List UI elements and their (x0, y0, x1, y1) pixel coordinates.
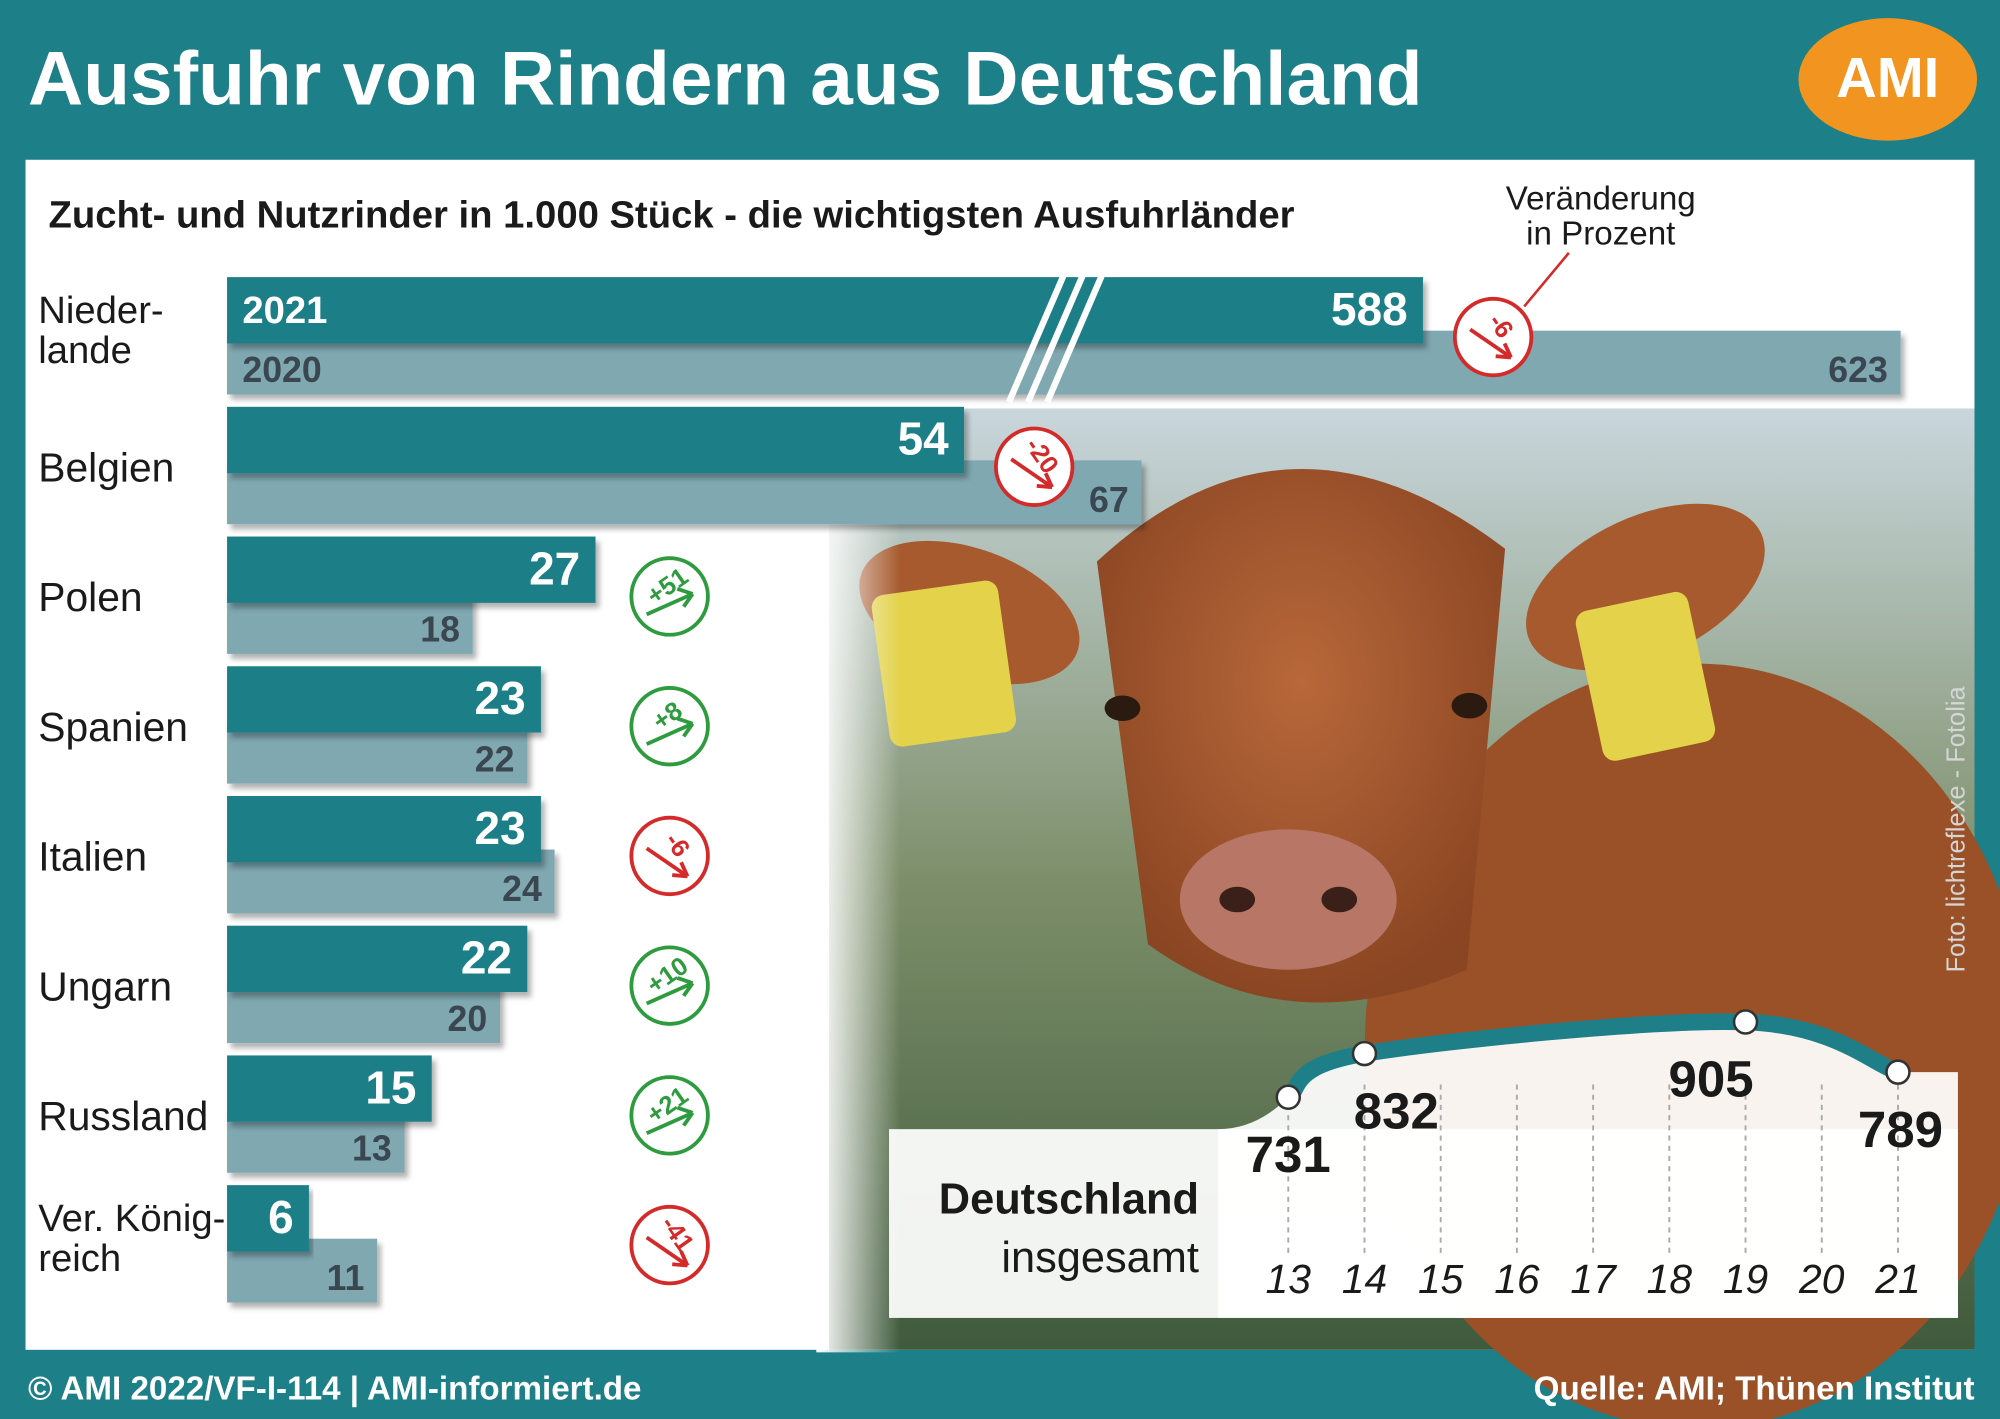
value-label: 54 (898, 413, 950, 465)
x-tick-label: 13 (1266, 1256, 1312, 1302)
bar (227, 1055, 432, 1122)
category-label: Russland (38, 1093, 208, 1139)
callout-line (1523, 252, 1570, 308)
change-badge: -20 (994, 426, 1075, 507)
change-arrow (1010, 457, 1054, 490)
change-circle (629, 945, 710, 1026)
value-label: 731 (1246, 1126, 1331, 1183)
point (1351, 1040, 1378, 1067)
x-tick-label: 17 (1570, 1256, 1617, 1302)
change-badge: +51 (629, 556, 710, 637)
footer-right: Quelle: AMI; Thünen Institut (1534, 1370, 1975, 1407)
value-label: 6 (268, 1191, 294, 1243)
bar (227, 925, 528, 993)
point (1885, 1059, 1911, 1085)
value-label: 18 (420, 610, 460, 650)
value-label: 67 (1089, 480, 1129, 520)
bar (227, 795, 541, 863)
bar (227, 536, 596, 603)
change-arrow (645, 846, 690, 879)
photo-credit: Foto: lichtreflexe - Fotolia (1943, 685, 1971, 972)
value-label: 11 (327, 1258, 365, 1298)
x-tick-label: 20 (1798, 1256, 1845, 1302)
line (1279, 1013, 1907, 1106)
bar (227, 1185, 309, 1252)
point (1275, 1084, 1302, 1111)
x-tick-label: 18 (1647, 1256, 1693, 1302)
x-tick-label: 21 (1874, 1256, 1920, 1302)
change-badge: -6 (629, 815, 710, 897)
value-label: 24 (502, 869, 542, 909)
series-label: 2020 (242, 350, 321, 390)
change-badge: -6 (1452, 296, 1534, 378)
value-label: 623 (1828, 350, 1888, 390)
category-label: Spanien (38, 704, 188, 750)
change-circle (629, 1075, 710, 1156)
value-label: 588 (1331, 283, 1408, 335)
change-arrow (645, 1235, 690, 1268)
bar (227, 406, 965, 474)
change-arrow (1469, 327, 1513, 360)
value-label: 23 (475, 802, 526, 854)
change-arrow (645, 587, 695, 617)
value-label: 13 (352, 1129, 392, 1169)
area (1218, 1021, 1958, 1318)
change-arrow (645, 976, 695, 1006)
point (1732, 1009, 1759, 1035)
change-circle (629, 686, 710, 767)
x-tick-label: 15 (1418, 1256, 1464, 1302)
inset-subtitle: insgesamt (1001, 1234, 1199, 1282)
x-tick-label: 19 (1723, 1256, 1768, 1302)
value-label: 832 (1354, 1082, 1439, 1139)
logo (1798, 18, 1978, 141)
value-label: 22 (461, 932, 512, 984)
value-label: 22 (475, 739, 515, 779)
category-label: Nieder-lande (38, 289, 163, 372)
category-label: Italien (38, 834, 147, 880)
category-label: Belgien (38, 444, 174, 490)
change-title: Veränderung in Prozent (1506, 180, 1696, 252)
change-arrow (645, 716, 695, 746)
series-label: 2021 (242, 289, 327, 332)
x-tick-label: 16 (1494, 1256, 1540, 1302)
value-label: 905 (1669, 1051, 1754, 1108)
value-label: 20 (448, 999, 488, 1039)
change-circle (629, 556, 710, 637)
change-badge: -41 (629, 1204, 710, 1286)
change-arrow (645, 1105, 695, 1135)
subtitle: Zucht- und Nutzrinder in 1.000 Stück - d… (48, 193, 1294, 236)
footer-left: © AMI 2022/VF-I-114 | AMI-informiert.de (28, 1370, 641, 1407)
value-label: 789 (1858, 1101, 1943, 1158)
category-label: Ver. König-reich (38, 1197, 225, 1280)
axis-break (1044, 270, 1107, 404)
category-label: Polen (38, 574, 142, 620)
value-label: 27 (529, 542, 580, 594)
value-label: 23 (475, 672, 526, 724)
value-label: 15 (365, 1061, 416, 1113)
axis-break (1025, 270, 1088, 404)
change-badge: +21 (629, 1075, 710, 1156)
logo-text: AMI (1836, 46, 1939, 109)
inset-title: Deutschland (939, 1175, 1199, 1223)
axis-break (1006, 270, 1068, 404)
title: Ausfuhr von Rindern aus Deutschland (28, 37, 1422, 122)
change-badge: +10 (629, 945, 710, 1026)
change-badge: +8 (629, 686, 710, 767)
bar (227, 666, 541, 733)
bar (227, 277, 1423, 344)
category-label: Ungarn (38, 963, 172, 1009)
x-tick-label: 14 (1342, 1256, 1387, 1302)
